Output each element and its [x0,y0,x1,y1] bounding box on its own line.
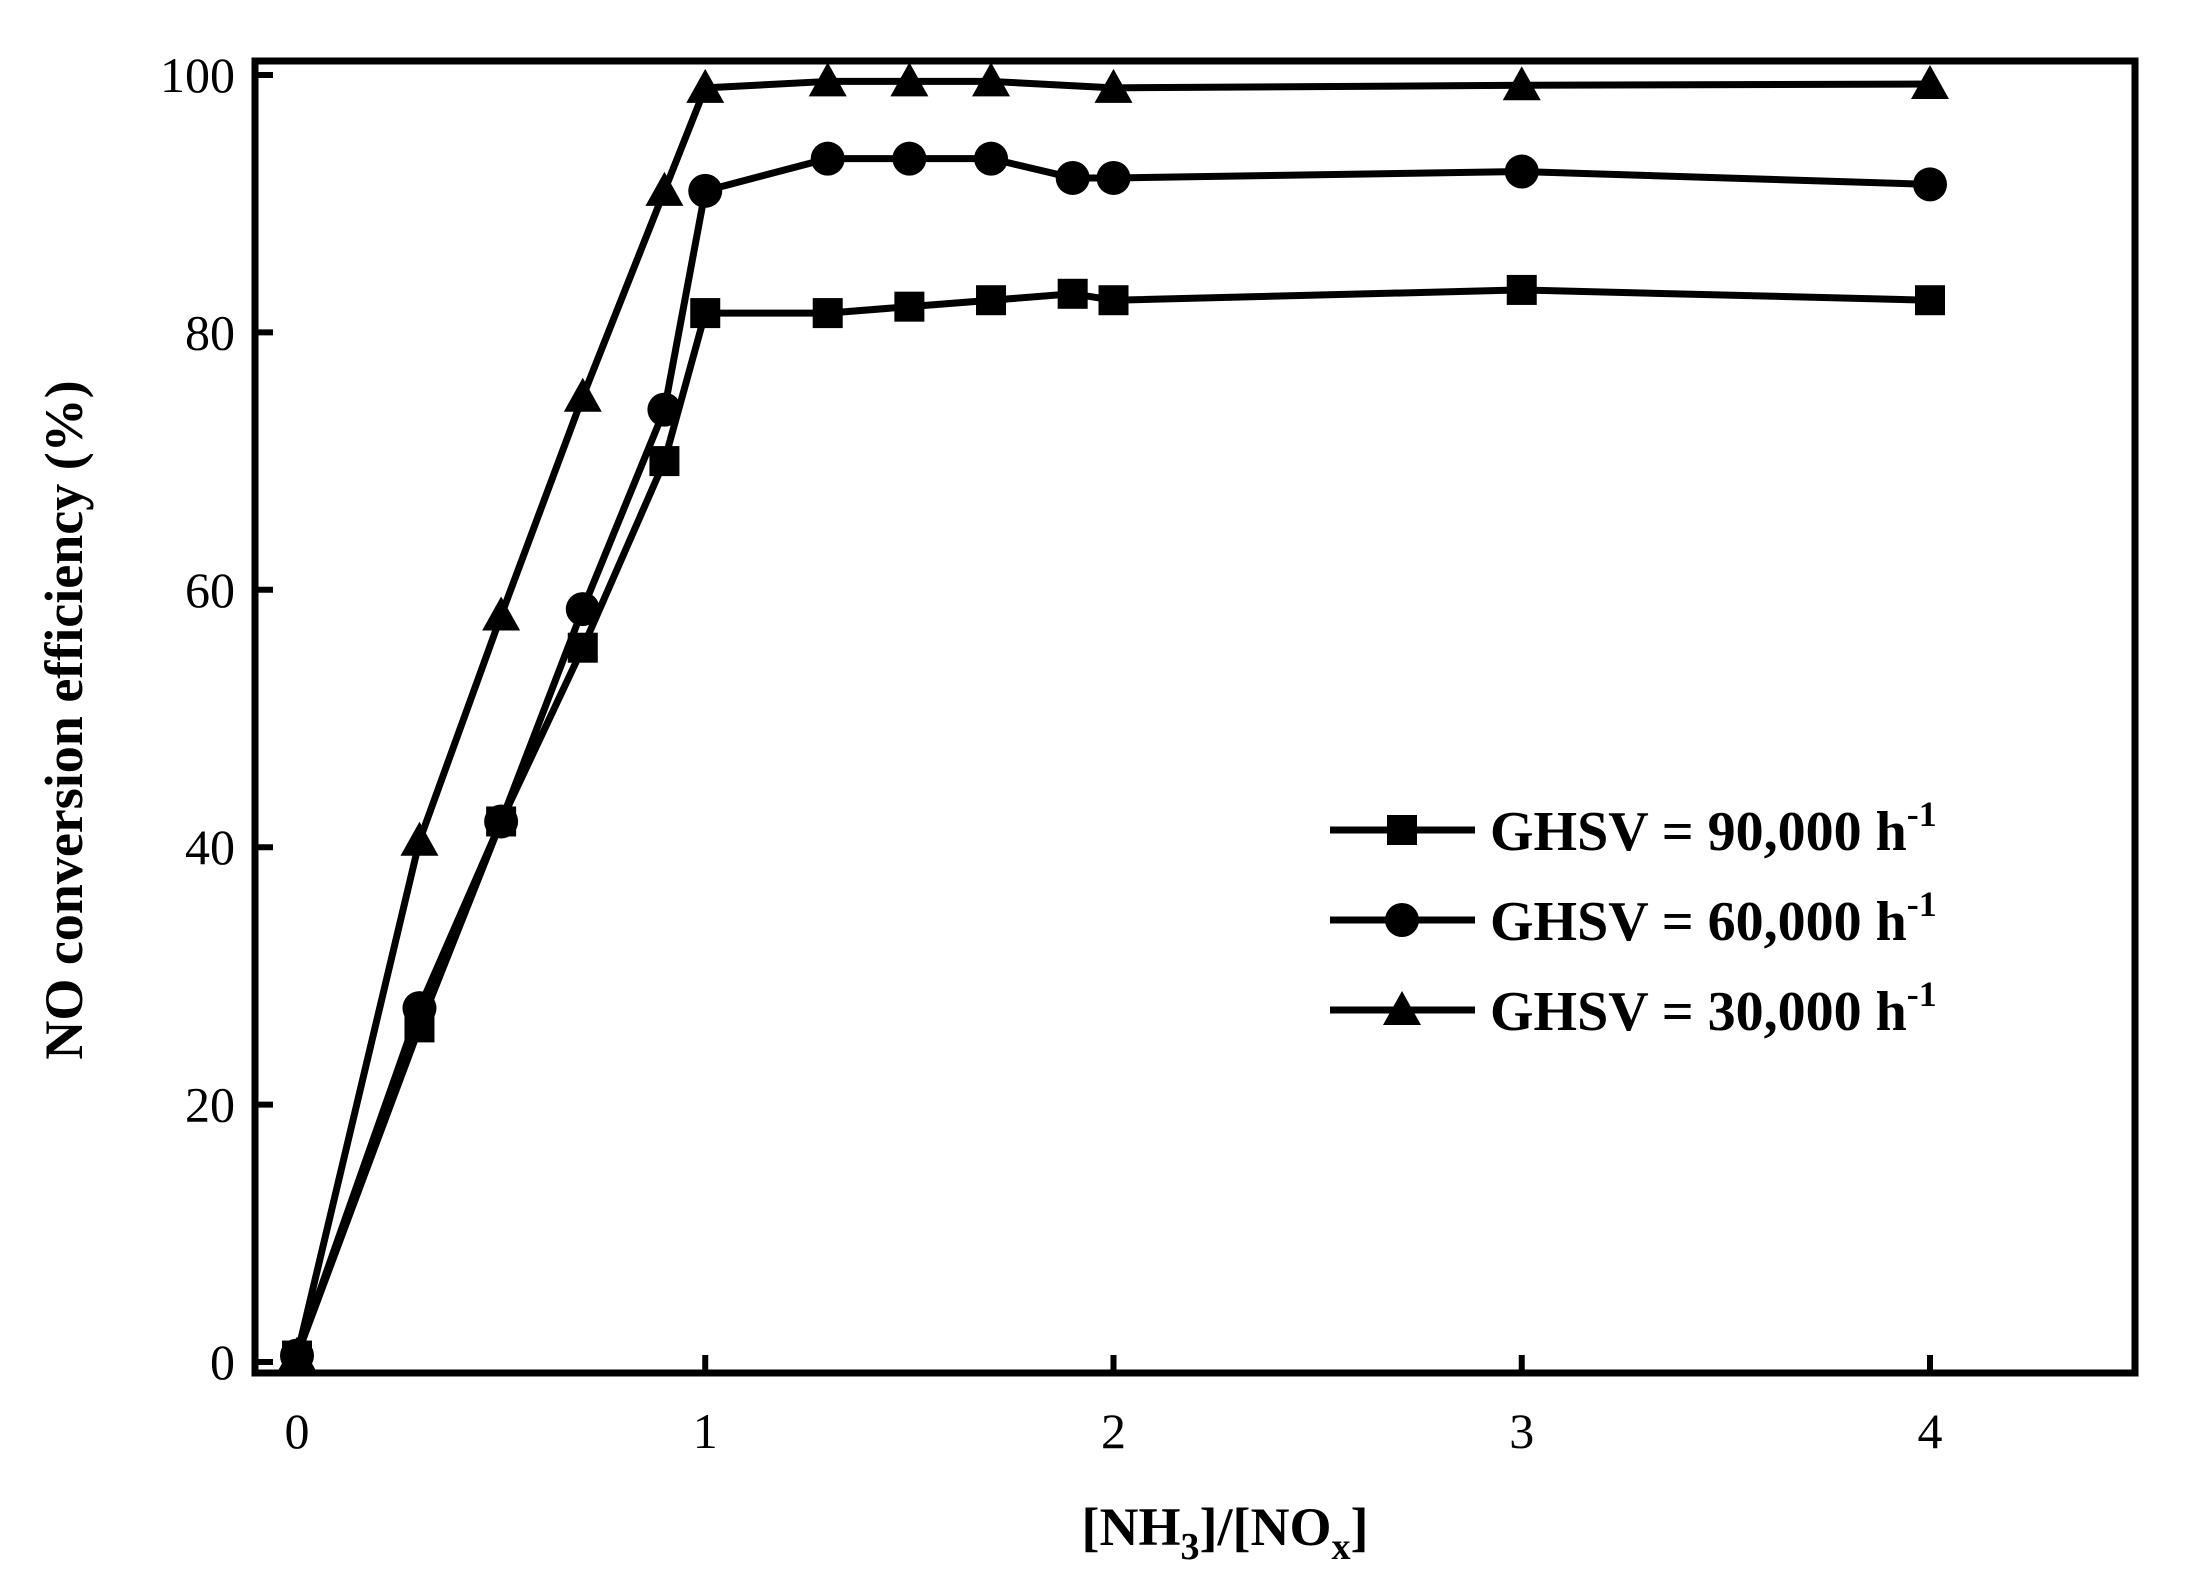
x-tick-label: 3 [1509,1403,1534,1459]
legend-marker [1385,903,1419,937]
data-point [649,446,680,477]
x-axis-title: [NH3]/[NOx] [1082,1497,1369,1568]
data-point [1504,154,1539,189]
data-point [812,298,843,329]
legend: GHSV = 90,000 h-1 GHSV = 60,000 h-1 GHSV =… [1330,794,1937,1043]
data-point [1913,167,1947,202]
data-point [1094,68,1133,103]
series-layer [278,62,1949,1373]
x-tick-label: 0 [285,1403,310,1459]
data-point [1506,274,1537,305]
data-point [484,804,519,839]
legend-label: GHSV = 60,000 h-1 [1490,884,1937,953]
data-point [482,596,521,631]
data-point [1915,285,1945,316]
data-point [565,592,600,627]
data-point [974,141,1009,176]
data-point [688,173,723,208]
data-point [402,991,437,1026]
x-tick-label: 2 [1101,1403,1126,1459]
plot-frame [251,57,2139,1377]
legend-marker [1383,991,1421,1025]
data-point [1502,66,1541,101]
y-tick-label: 60 [185,562,235,618]
data-point [690,298,721,329]
legend-label: GHSV = 30,000 h-1 [1490,974,1937,1043]
legend-marker [1387,815,1417,845]
data-point [810,141,845,176]
data-point [400,821,439,856]
legend-label-sup: -1 [1907,974,1937,1014]
x-title-part: x [1331,1526,1350,1568]
data-point [894,291,925,322]
legend-item: GHSV = 90,000 h-1 [1330,794,1937,863]
y-axis-title: NO conversion efficiency (%) [34,380,94,1059]
data-point [647,392,682,427]
x-title-part: ] [1350,1497,1368,1557]
x-title-part: 3 [1181,1526,1200,1568]
data-point [1057,278,1088,309]
data-point [686,68,725,103]
series-line [293,77,1931,1357]
data-point [563,377,602,412]
y-tick-label: 40 [185,819,235,875]
legend-label-sup: -1 [1907,884,1937,924]
x-tick-label: 4 [1918,1403,1943,1459]
data-point [890,62,929,97]
x-title-part: ]/[NO [1200,1497,1332,1557]
data-point [972,62,1011,97]
y-tick-label: 100 [160,47,235,103]
data-point [1096,160,1131,195]
series-circle [280,141,1947,1373]
data-point [1055,160,1090,195]
series-line [293,155,1931,1357]
data-point [1911,65,1949,100]
data-point [1098,285,1129,316]
series-triangle [278,62,1949,1371]
data-point [808,62,847,97]
data-point [278,1336,316,1371]
y-tick-label: 0 [210,1334,235,1390]
x-title-part: [NH [1082,1497,1181,1557]
legend-label-sup: -1 [1907,794,1937,834]
data-point [976,285,1007,316]
data-point [645,171,684,206]
data-point [892,141,927,176]
legend-label: GHSV = 90,000 h-1 [1490,794,1937,863]
y-tick-label: 80 [185,304,235,360]
x-tick-label: 1 [693,1403,718,1459]
legend-item: GHSV = 60,000 h-1 [1330,884,1937,953]
y-tick-label: 20 [185,1077,235,1133]
legend-item: GHSV = 30,000 h-1 [1330,974,1937,1043]
